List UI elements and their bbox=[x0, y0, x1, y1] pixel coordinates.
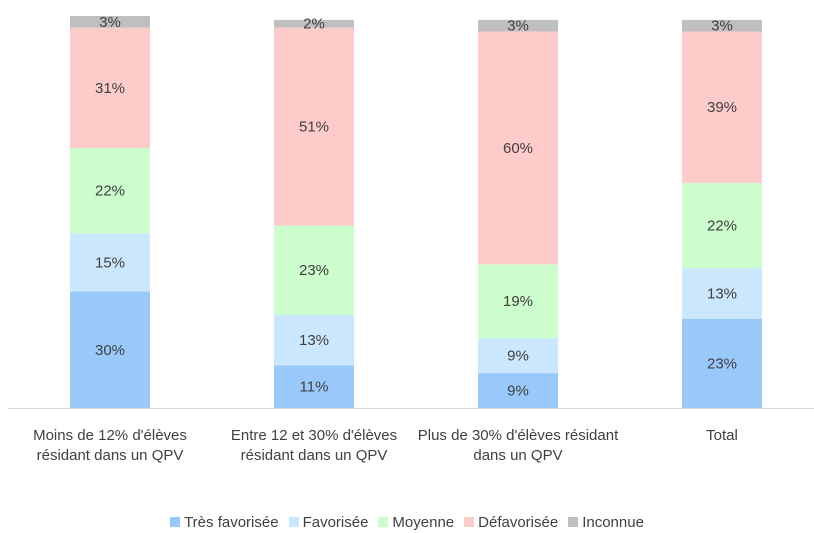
legend-swatch bbox=[464, 517, 475, 527]
bar-segment bbox=[274, 314, 354, 366]
data-label: 23% bbox=[299, 262, 329, 279]
data-label: 60% bbox=[503, 140, 533, 157]
x-tick-label: Moins de 12% d'élèves résidant dans un Q… bbox=[33, 427, 187, 464]
bar-segment bbox=[70, 147, 150, 234]
x-tick-label: Entre 12 et 30% d'élèves résidant dans u… bbox=[230, 427, 398, 464]
legend-swatch bbox=[568, 517, 579, 527]
data-label: 11% bbox=[300, 379, 329, 396]
data-label: 3% bbox=[99, 14, 121, 31]
legend-label: Très favorisée bbox=[184, 514, 279, 531]
data-label: 15% bbox=[95, 254, 125, 271]
data-label: 9% bbox=[507, 348, 529, 365]
data-label: 23% bbox=[707, 355, 737, 372]
bar-segment bbox=[682, 182, 762, 269]
data-label: 22% bbox=[707, 218, 737, 235]
data-label: 51% bbox=[299, 119, 329, 136]
legend: Très favorisée Favorisée Moyenne Défavorisé… bbox=[0, 514, 814, 531]
bar-segment bbox=[274, 27, 354, 226]
data-label: 19% bbox=[503, 293, 533, 310]
legend-label: Moyenne bbox=[392, 514, 455, 531]
bar-segment bbox=[274, 365, 354, 408]
bar-segment bbox=[274, 19, 354, 28]
legend-item: Favorisée bbox=[288, 514, 369, 531]
legend-swatch bbox=[378, 517, 389, 527]
data-label: 31% bbox=[95, 80, 125, 97]
legend-swatch bbox=[170, 517, 181, 527]
legend-item: Très favorisée bbox=[170, 514, 279, 531]
bar-segment bbox=[478, 19, 558, 32]
data-label: 13% bbox=[707, 285, 737, 302]
bar-segment bbox=[70, 291, 150, 408]
x-tick-label: Plus de 30% d'élèves résidant dans un QP… bbox=[417, 427, 619, 464]
legend-label: Favorisée bbox=[302, 514, 369, 531]
legend-label: Inconnue bbox=[582, 514, 644, 531]
data-label: 9% bbox=[507, 383, 529, 400]
data-label: 30% bbox=[95, 342, 125, 359]
legend-swatch bbox=[288, 517, 299, 527]
data-label: 2% bbox=[303, 16, 325, 33]
legend-label: Défavorisée bbox=[478, 514, 559, 531]
legend-item: Défavorisée bbox=[464, 514, 558, 531]
data-label: 13% bbox=[299, 332, 329, 349]
data-label: 39% bbox=[707, 99, 737, 116]
bar-segment bbox=[682, 268, 762, 319]
legend-item: Moyenne bbox=[378, 514, 454, 531]
bar-segment bbox=[70, 16, 150, 28]
data-label: 3% bbox=[507, 18, 529, 35]
bar-segment bbox=[682, 318, 762, 408]
bar-segment bbox=[478, 31, 558, 265]
bar-segment bbox=[682, 31, 762, 183]
bar-segment bbox=[478, 373, 558, 408]
data-label: 22% bbox=[95, 183, 125, 200]
data-label: 3% bbox=[711, 18, 733, 35]
bar-segment bbox=[478, 264, 558, 339]
legend-item: Inconnue bbox=[568, 514, 644, 531]
bar-segment bbox=[70, 27, 150, 148]
x-tick-label: Total bbox=[706, 427, 738, 444]
bar-segment bbox=[70, 233, 150, 292]
bar-segment bbox=[478, 338, 558, 374]
bar-segment bbox=[682, 19, 762, 32]
bar-segment bbox=[274, 225, 354, 315]
